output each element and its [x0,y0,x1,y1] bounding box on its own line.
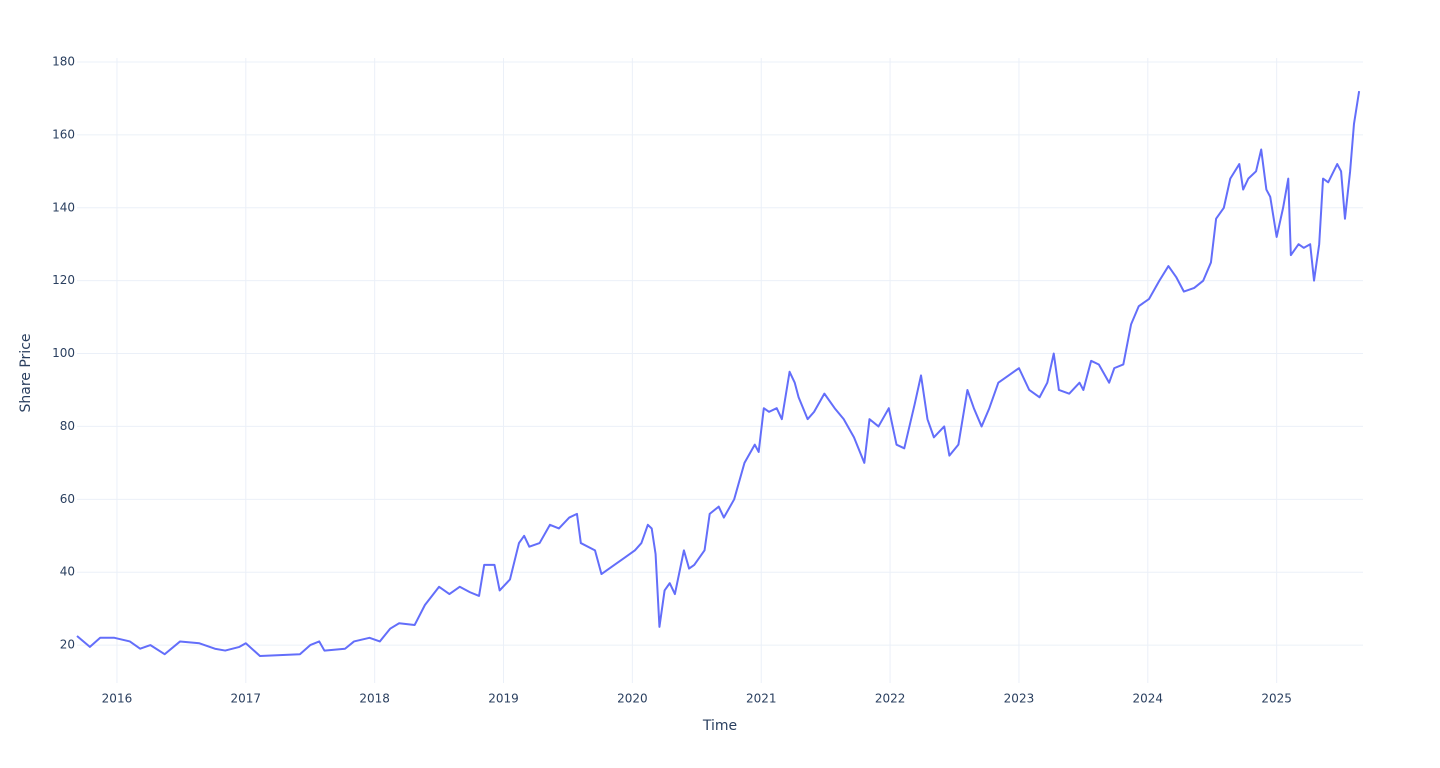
y-tick-label: 160 [52,127,75,141]
x-tick-label: 2023 [1004,692,1035,706]
y-axis-title: Share Price [18,333,34,412]
x-tick-label: 2024 [1133,692,1164,706]
x-tick-label: 2019 [488,692,519,706]
y-tick-label: 120 [52,273,75,287]
price-line [76,90,1361,658]
y-tick-label: 60 [60,492,75,506]
y-tick-label: 100 [52,346,75,360]
x-tick-label: 2025 [1261,692,1292,706]
x-tick-label: 2021 [746,692,777,706]
x-tick-label: 2022 [875,692,906,706]
x-axis-title: Time [702,718,737,734]
x-tick-label: 2020 [617,692,648,706]
x-tick-label: 2018 [359,692,390,706]
x-tick-label: 2016 [102,692,133,706]
y-tick-label: 80 [60,419,75,433]
x-tick-label: 2017 [231,692,262,706]
y-tick-label: 140 [52,200,75,214]
y-tick-label: 40 [60,565,75,579]
y-tick-label: 20 [60,638,75,652]
y-tick-label: 180 [52,55,75,69]
